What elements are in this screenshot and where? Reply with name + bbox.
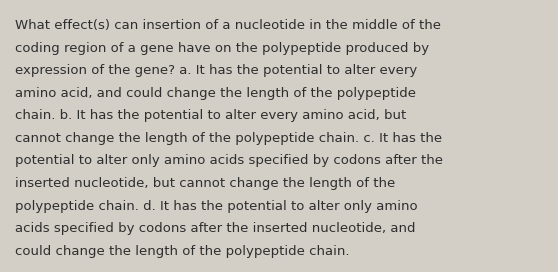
Text: acids specified by codons after the inserted nucleotide, and: acids specified by codons after the inse… — [15, 222, 416, 235]
Text: expression of the gene? a. It has the potential to alter every: expression of the gene? a. It has the po… — [15, 64, 417, 77]
Text: inserted nucleotide, but cannot change the length of the: inserted nucleotide, but cannot change t… — [15, 177, 395, 190]
Text: potential to alter only amino acids specified by codons after the: potential to alter only amino acids spec… — [15, 154, 443, 168]
Text: cannot change the length of the polypeptide chain. c. It has the: cannot change the length of the polypept… — [15, 132, 442, 145]
Text: amino acid, and could change the length of the polypeptide: amino acid, and could change the length … — [15, 87, 416, 100]
Text: coding region of a gene have on the polypeptide produced by: coding region of a gene have on the poly… — [15, 42, 429, 55]
Text: What effect(s) can insertion of a nucleotide in the middle of the: What effect(s) can insertion of a nucleo… — [15, 19, 441, 32]
Text: polypeptide chain. d. It has the potential to alter only amino: polypeptide chain. d. It has the potenti… — [15, 200, 418, 213]
Text: could change the length of the polypeptide chain.: could change the length of the polypepti… — [15, 245, 349, 258]
Text: chain. b. It has the potential to alter every amino acid, but: chain. b. It has the potential to alter … — [15, 109, 406, 122]
